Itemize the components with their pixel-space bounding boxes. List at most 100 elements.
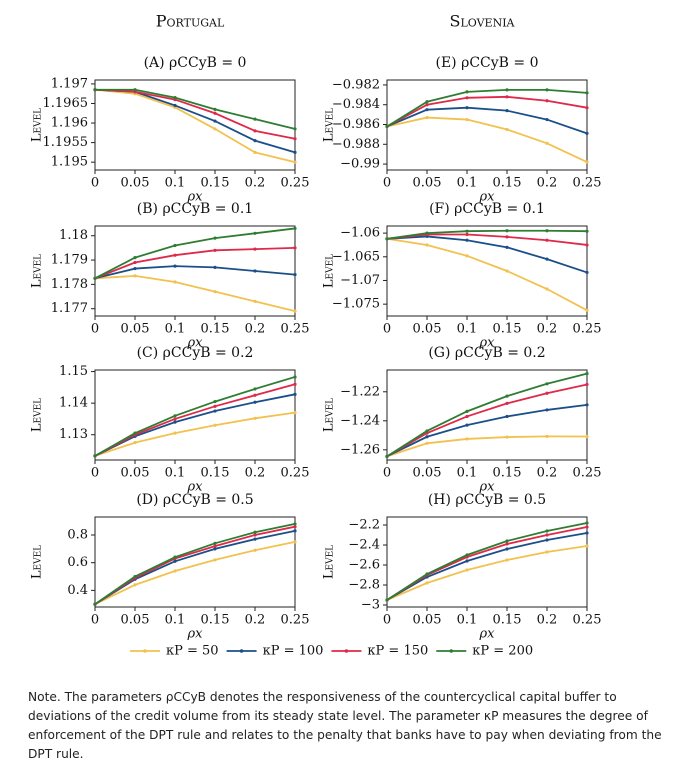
x-tick-label: 0.2	[245, 176, 266, 191]
point	[213, 558, 217, 562]
x-tick-label: 0.05	[413, 322, 442, 337]
x-tick-label: 0.05	[121, 322, 150, 337]
x-tick-label: 0.25	[573, 322, 602, 337]
x-tick-label: 0.1	[165, 613, 186, 628]
line-series	[386, 95, 588, 128]
point	[465, 238, 469, 242]
point	[173, 103, 177, 108]
point	[133, 274, 137, 278]
x-tick-label: 0.1	[165, 176, 186, 191]
y-tick-label: −2.8	[348, 578, 380, 593]
y-tick-label: −1.06	[340, 226, 380, 241]
point	[585, 131, 589, 136]
line-series	[94, 227, 296, 280]
y-axis-label: Level	[30, 398, 45, 432]
point	[173, 253, 177, 257]
point	[425, 100, 429, 104]
line-series	[386, 545, 588, 601]
point	[93, 602, 97, 606]
line-series	[94, 525, 296, 605]
point	[93, 276, 97, 280]
point	[545, 529, 549, 533]
legend-label: κP = 50	[166, 644, 219, 659]
point	[173, 431, 177, 435]
point	[173, 420, 177, 424]
point	[465, 232, 469, 237]
point	[505, 235, 509, 239]
plot-frame	[94, 79, 296, 171]
x-axis-label: ρx	[479, 480, 496, 495]
point	[585, 229, 589, 233]
point	[585, 106, 589, 110]
x-tick-label: 0.15	[201, 613, 230, 628]
point	[293, 127, 297, 131]
point	[133, 256, 137, 260]
point	[133, 431, 137, 435]
point	[545, 408, 549, 412]
point	[93, 454, 97, 458]
point	[505, 245, 509, 249]
point	[213, 423, 217, 427]
point	[293, 137, 297, 141]
point	[253, 129, 257, 133]
point	[93, 88, 97, 92]
point	[293, 525, 297, 529]
point	[465, 568, 469, 572]
point	[425, 108, 429, 112]
y-axis-label: Level	[322, 108, 337, 142]
point	[293, 529, 297, 533]
line-series	[386, 522, 588, 601]
x-axis-label: ρx	[187, 336, 204, 351]
y-axis-label: Level	[322, 545, 337, 579]
x-tick-label: 0.1	[457, 322, 478, 337]
y-tick-label: 1.177	[51, 301, 88, 316]
x-axis-label: ρx	[187, 190, 204, 205]
line-series	[386, 116, 588, 163]
y-tick-label: 1.14	[59, 396, 88, 411]
point	[545, 434, 549, 438]
y-tick-label: −1.07	[340, 273, 380, 288]
point	[545, 229, 549, 233]
point	[585, 372, 589, 376]
point	[425, 572, 429, 576]
point	[173, 264, 177, 268]
point	[425, 103, 429, 107]
point	[585, 434, 589, 439]
x-tick-label: 0.1	[165, 466, 186, 481]
y-tick-label: 0.6	[67, 555, 88, 570]
line-series	[94, 523, 296, 605]
line-series	[386, 229, 588, 240]
point	[253, 150, 257, 154]
point	[545, 391, 549, 395]
point	[293, 226, 297, 231]
point	[213, 119, 217, 123]
chart-title: (B) ρCCyB = 0.1	[137, 201, 253, 217]
legend-label: κP = 150	[367, 644, 428, 659]
point	[505, 547, 509, 551]
point	[545, 538, 549, 542]
point	[173, 417, 177, 421]
point	[465, 229, 469, 233]
x-tick-label: 0.15	[201, 176, 230, 191]
x-tick-label: 0.25	[573, 176, 602, 191]
chart-title: (D) ρCCyB = 0.5	[136, 492, 253, 508]
point	[465, 90, 469, 94]
point	[173, 559, 177, 563]
point	[213, 127, 217, 131]
y-tick-label: −2.4	[348, 538, 380, 553]
y-tick-label: −0.986	[332, 117, 380, 132]
y-tick-label: −1.065	[332, 249, 380, 264]
line-series	[94, 393, 296, 457]
point	[505, 414, 509, 419]
point	[465, 423, 469, 427]
point	[585, 521, 589, 525]
y-tick-label: −2.6	[348, 558, 380, 573]
x-axis-label: ρx	[187, 627, 204, 642]
x-tick-label: 0.05	[121, 613, 150, 628]
x-axis-label: ρx	[479, 627, 496, 642]
point	[253, 393, 257, 397]
point	[545, 287, 549, 291]
point	[253, 416, 257, 420]
point	[253, 117, 257, 121]
point	[213, 107, 217, 111]
